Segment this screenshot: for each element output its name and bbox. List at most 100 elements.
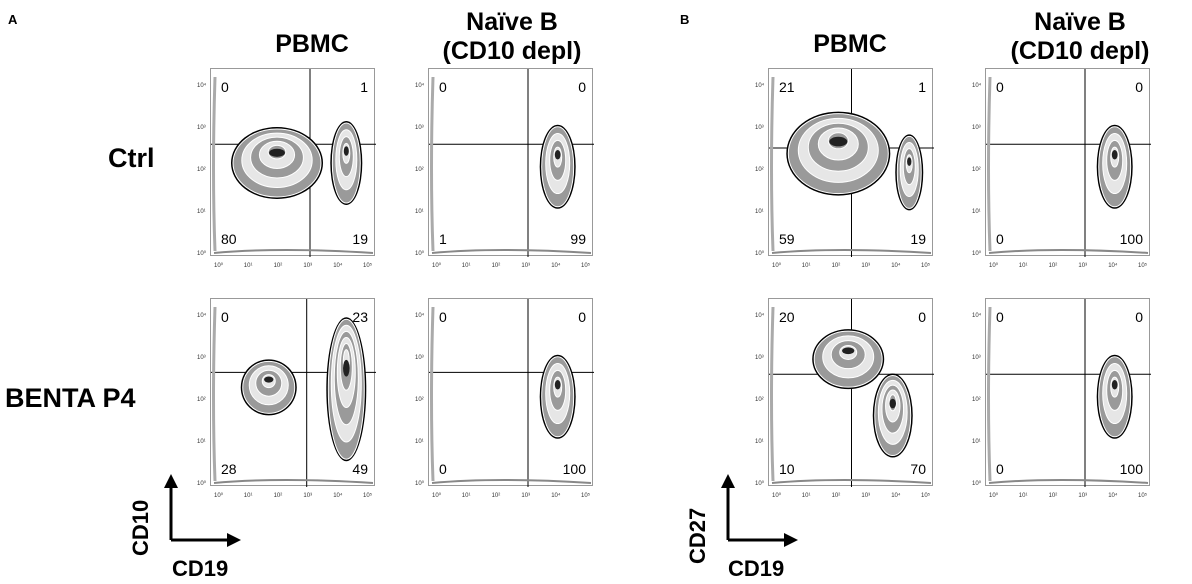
y-tick-label: 10² — [972, 167, 981, 173]
x-tick-label: 10² — [1049, 263, 1058, 269]
x-tick-label: 10⁵ — [921, 492, 931, 499]
quadrant-value-upper-left: 0 — [221, 309, 229, 325]
plot-a-r0-c0: 10⁰ 10¹ 10² 10³ 10⁴ 10⁰ 10¹ 10² 10³ 10⁴ 10⁵ 0 1 80 19 — [197, 68, 376, 269]
x-tick-label: 10⁰ — [432, 492, 442, 499]
population-contour — [326, 317, 367, 462]
y-tick-label: 10⁴ — [197, 312, 207, 319]
quadrant-value-lower-right: 100 — [1119, 231, 1143, 247]
axis-events — [988, 479, 1149, 484]
quadrant-value-upper-left: 0 — [996, 309, 1004, 325]
x-tick-label: 10⁵ — [363, 262, 373, 269]
x-tick-label: 10² — [274, 263, 283, 269]
quadrant-value-lower-left: 1 — [439, 231, 447, 247]
y-tick-label: 10¹ — [755, 209, 764, 215]
quadrant-value-upper-left: 20 — [779, 309, 795, 325]
population-contour — [1096, 124, 1133, 209]
quadrant-value-lower-left: 10 — [779, 461, 795, 477]
population-contour — [812, 329, 885, 390]
x-tick-label: 10³ — [1078, 263, 1087, 269]
x-tick-label: 10¹ — [462, 263, 471, 269]
quadrant-value-upper-left: 0 — [996, 79, 1004, 95]
x-tick-label: 10³ — [1078, 493, 1087, 499]
x-tick-label: 10³ — [861, 493, 870, 499]
quadrant-value-upper-right: 0 — [578, 309, 586, 325]
quadrant-value-lower-right: 49 — [352, 461, 368, 477]
column-header-a-pbmc: PBMC — [275, 30, 349, 58]
x-tick-label: 10² — [274, 493, 283, 499]
y-tick-label: 10² — [197, 397, 206, 403]
y-tick-label: 10³ — [415, 355, 424, 361]
x-tick-label: 10¹ — [462, 493, 471, 499]
y-tick-label: 10¹ — [197, 439, 206, 445]
x-axis-label-a: CD19 — [172, 556, 229, 581]
plot-a-r0-c1: 10⁰ 10¹ 10² 10³ 10⁴ 10⁰ 10¹ 10² 10³ 10⁴ 10⁵ 0 0 1 99 — [415, 68, 594, 269]
y-tick-label: 10⁰ — [972, 480, 982, 487]
quadrant-value-upper-right: 1 — [918, 79, 926, 95]
x-tick-label: 10² — [832, 263, 841, 269]
x-tick-label: 10¹ — [802, 493, 811, 499]
x-tick-label: 10⁵ — [581, 262, 591, 269]
y-tick-label: 10⁰ — [415, 250, 425, 257]
quadrant-value-lower-right: 19 — [352, 231, 368, 247]
population-contour — [240, 359, 297, 416]
x-tick-label: 10⁰ — [432, 262, 442, 269]
plot-canvas: 10⁰ 10¹ 10² 10³ 10⁴ 10⁰ 10¹ 10² 10³ 10⁴ 10⁵ — [415, 299, 594, 499]
y-tick-label: 10⁴ — [415, 312, 425, 319]
y-tick-label: 10² — [415, 397, 424, 403]
axis-events — [430, 76, 435, 252]
y-tick-label: 10² — [755, 397, 764, 403]
population-contour — [786, 111, 891, 196]
axis-events — [213, 249, 374, 254]
y-tick-label: 10¹ — [972, 209, 981, 215]
quadrant-value-lower-right: 19 — [910, 231, 926, 247]
y-tick-label: 10³ — [197, 355, 206, 361]
x-tick-label: 10³ — [861, 263, 870, 269]
plot-b-r0-c0: 10⁰ 10¹ 10² 10³ 10⁴ 10⁰ 10¹ 10² 10³ 10⁴ 10⁵ 21 1 59 19 — [755, 68, 934, 269]
x-tick-label: 10³ — [303, 263, 312, 269]
plot-a-r1-c0: 10⁰ 10¹ 10² 10³ 10⁴ 10⁰ 10¹ 10² 10³ 10⁴ 10⁵ 0 23 28 49 — [197, 298, 376, 499]
y-tick-label: 10⁰ — [415, 480, 425, 487]
x-tick-label: 10⁴ — [1108, 262, 1118, 269]
plot-b-r1-c0: 10⁰ 10¹ 10² 10³ 10⁴ 10⁰ 10¹ 10² 10³ 10⁴ 10⁵ 20 0 10 70 — [755, 298, 934, 499]
panel-letter-a: A — [8, 12, 18, 27]
axis-events — [987, 76, 992, 252]
y-tick-label: 10⁰ — [197, 250, 207, 257]
axis-events — [987, 306, 992, 482]
quadrant-value-upper-right: 1 — [360, 79, 368, 95]
quadrant-value-lower-left: 0 — [996, 231, 1004, 247]
axis-events — [212, 306, 217, 482]
axis-events — [430, 306, 435, 482]
axis-events — [771, 249, 932, 254]
x-tick-label: 10¹ — [802, 263, 811, 269]
quadrant-value-lower-left: 59 — [779, 231, 795, 247]
quadrant-value-upper-left: 0 — [439, 79, 447, 95]
plot-canvas: 10⁰ 10¹ 10² 10³ 10⁴ 10⁰ 10¹ 10² 10³ 10⁴ 10⁵ — [755, 299, 934, 499]
x-tick-label: 10⁰ — [772, 492, 782, 499]
quadrant-value-upper-right: 0 — [578, 79, 586, 95]
quadrant-value-lower-right: 100 — [1119, 461, 1143, 477]
quadrant-value-lower-right: 100 — [562, 461, 586, 477]
y-tick-label: 10¹ — [972, 439, 981, 445]
quadrant-value-lower-left: 28 — [221, 461, 237, 477]
x-tick-label: 10¹ — [1019, 493, 1028, 499]
y-tick-label: 10¹ — [415, 439, 424, 445]
axis-events — [431, 249, 592, 254]
y-tick-label: 10² — [755, 167, 764, 173]
y-tick-label: 10¹ — [197, 209, 206, 215]
x-tick-label: 10⁴ — [333, 492, 343, 499]
y-tick-label: 10⁴ — [755, 312, 765, 319]
population-contour — [895, 134, 924, 211]
row-header-ctrl: Ctrl — [108, 143, 155, 173]
axis-events — [213, 479, 374, 484]
quadrant-value-upper-right: 0 — [1135, 309, 1143, 325]
panel-letter-b: B — [680, 12, 690, 27]
y-tick-label: 10⁴ — [415, 82, 425, 89]
y-axis-label-b: CD27 — [685, 507, 710, 564]
y-tick-label: 10¹ — [755, 439, 764, 445]
plot-canvas: 10⁰ 10¹ 10² 10³ 10⁴ 10⁰ 10¹ 10² 10³ 10⁴ 10⁵ — [972, 299, 1151, 499]
y-tick-label: 10² — [197, 167, 206, 173]
x-tick-label: 10² — [1049, 493, 1058, 499]
quadrant-value-lower-left: 80 — [221, 231, 237, 247]
y-tick-label: 10¹ — [415, 209, 424, 215]
